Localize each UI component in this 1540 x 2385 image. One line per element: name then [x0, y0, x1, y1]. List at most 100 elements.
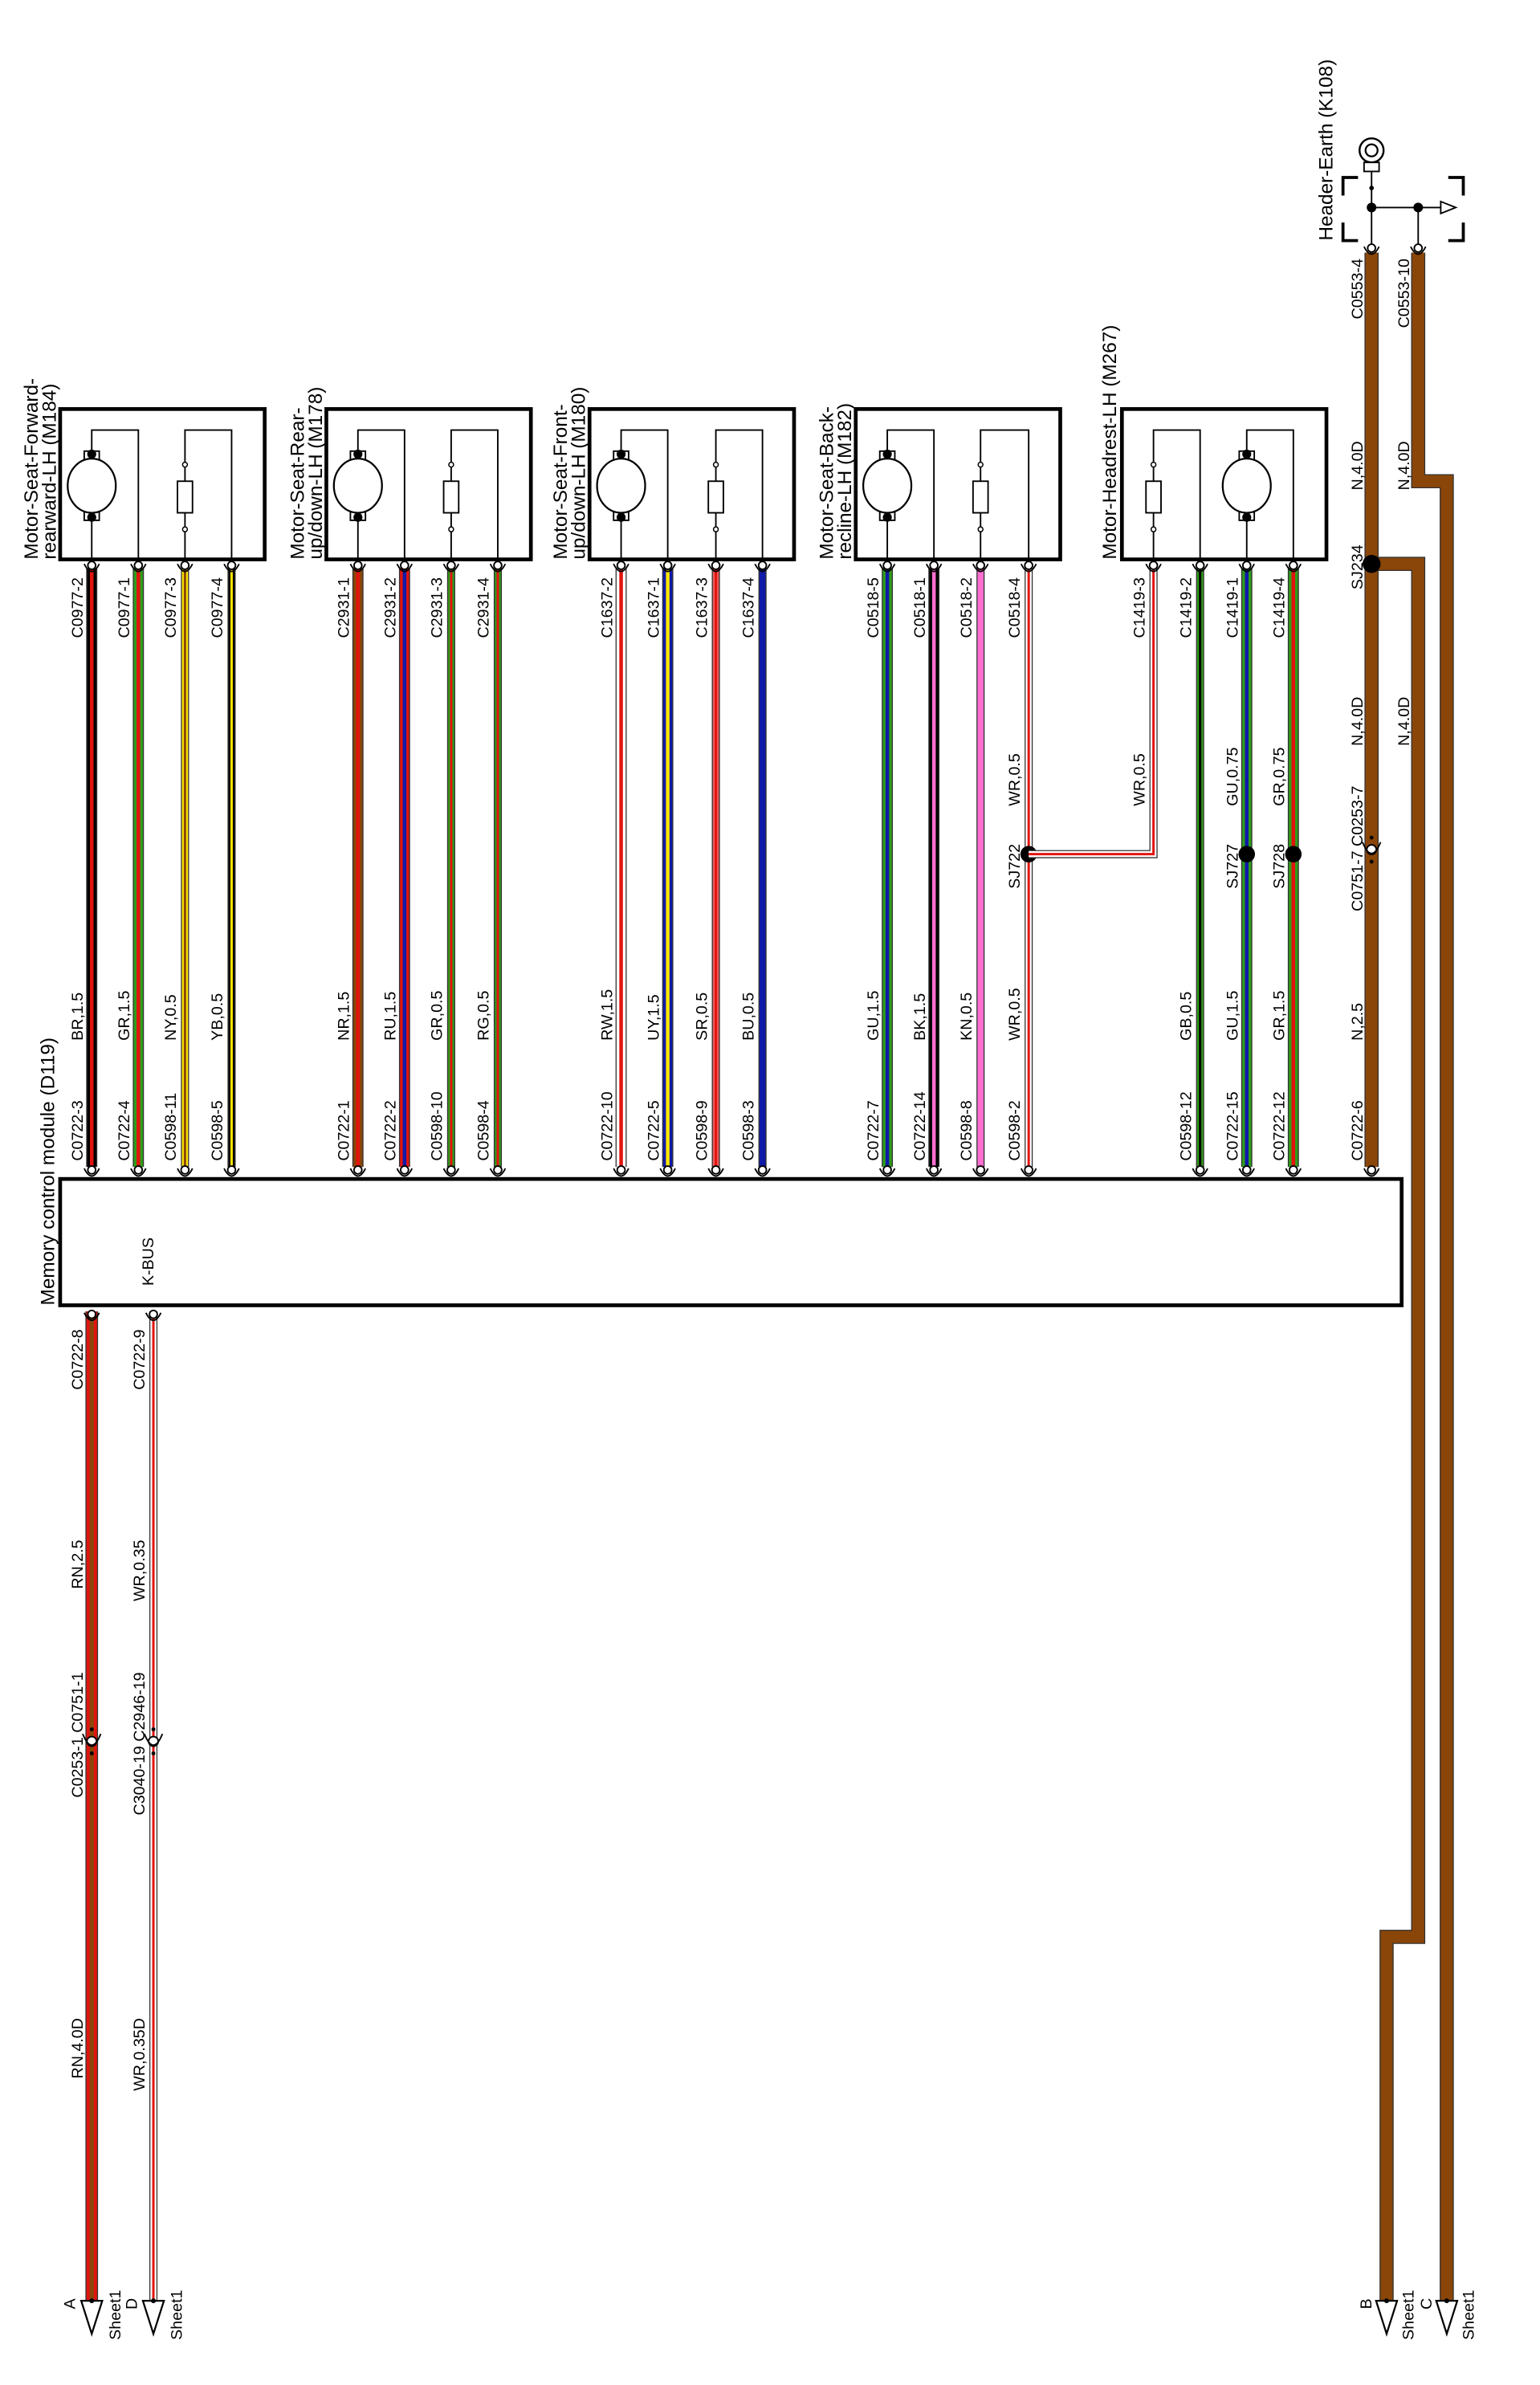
- module-pin-connector-icon: [442, 1165, 460, 1177]
- earth-pin-connector-icon: [1410, 243, 1427, 255]
- motor-pin-connector-icon: [925, 561, 943, 573]
- component-title: up/down-LH (M180): [568, 387, 590, 560]
- earth-pin-label: C0553-4: [1349, 259, 1367, 319]
- wire-spec-label: YB,0.5: [209, 993, 226, 1041]
- resistor-icon: [707, 429, 764, 560]
- wire-spec-label: RU,1.5: [382, 992, 400, 1041]
- memory-control-module-box[interactable]: [58, 1176, 1404, 1307]
- wire-earth-c0553-10[interactable]: [1411, 252, 1454, 2301]
- motor-pin-label: C1637-4: [739, 577, 757, 638]
- motor-pin-connector-icon: [1192, 561, 1208, 573]
- wire-spec-label: N,4.0D: [1349, 697, 1367, 746]
- wire-spec-label: N,4.0D: [1395, 697, 1413, 746]
- module-pin-label: C0598-8: [958, 1100, 976, 1160]
- motor-pin-connector-icon: [659, 561, 676, 573]
- inline-connector-icon: [82, 1727, 102, 1755]
- wire-spec-label: WR,0.35: [131, 1540, 149, 1602]
- ground-header-icon: [1341, 137, 1465, 244]
- module-pin-label: C0722-14: [911, 1091, 929, 1160]
- component-box[interactable]: [58, 407, 267, 561]
- motor-icon: [67, 429, 140, 560]
- motor-pin-connector-icon: [1238, 561, 1255, 573]
- splice-dot-SJ234: [1362, 555, 1381, 573]
- wire-spec-label: GR,1.5: [116, 991, 133, 1041]
- motor-icon: [596, 429, 669, 560]
- wire-C1419-3[interactable]: [1029, 568, 1158, 858]
- motor-pin-label: C1419-2: [1177, 577, 1195, 638]
- wire-spec-label: WR,0.5: [1131, 753, 1148, 806]
- wire-spec-label: GR,0.5: [429, 991, 446, 1041]
- sheet-ref-arrow-D[interactable]: [141, 2300, 165, 2338]
- motor-pin-connector-icon: [349, 561, 366, 573]
- motor-pin-label: C0518-1: [911, 577, 929, 638]
- inline-connector-icon: [1362, 835, 1382, 864]
- sheet-ref-letter: D: [123, 2298, 141, 2310]
- module-pin-label: C0722-2: [382, 1100, 400, 1160]
- motor-pin-label: C0977-1: [116, 577, 133, 638]
- sheet-ref-arrow-B[interactable]: [1375, 2300, 1399, 2338]
- motor-pin-connector-icon: [442, 561, 460, 573]
- component-box[interactable]: [854, 407, 1062, 561]
- sheet-ref-arrow-C[interactable]: [1435, 2300, 1459, 2338]
- module-pin-connector-icon: [84, 1309, 100, 1322]
- motor-component: Motor-Seat-Rear-up/down-LH (M178): [287, 387, 533, 561]
- module-pin-connector-icon: [1020, 1165, 1037, 1177]
- motor-component: Motor-Headrest-LH (M267): [1099, 325, 1329, 561]
- module-pin-label: C0598-10: [429, 1091, 446, 1160]
- module-pin-label: C0722-7: [865, 1100, 882, 1160]
- motor-component: Motor-Seat-Back-recline-LH (M182): [817, 403, 1062, 561]
- sheet-ref-arrow-A[interactable]: [79, 2300, 104, 2338]
- wire-spec-label: NR,1.5: [336, 992, 353, 1041]
- module-pin-label: C0598-11: [162, 1093, 180, 1161]
- motor-pin-label: C2931-1: [336, 577, 353, 638]
- resistor-icon: [177, 429, 233, 560]
- inline-connector-label: C0751-7 C0253-7: [1349, 786, 1367, 911]
- inline-connector-label: C3040-19 C2946-19: [131, 1672, 149, 1815]
- resistor-icon: [442, 429, 499, 560]
- module-title: Memory control module (D119): [37, 1038, 59, 1305]
- module-pin-label: C0598-5: [209, 1100, 226, 1160]
- motor-pin-connector-icon: [1285, 561, 1302, 573]
- wire-spec-label: WR,0.5: [1006, 988, 1024, 1041]
- module-pin-label: C0722-9: [131, 1329, 149, 1389]
- module-pin-label: C0598-2: [1006, 1100, 1024, 1160]
- motor-pin-label: C1637-3: [693, 577, 711, 638]
- wire-spec-label: RN,4.0D: [69, 2018, 87, 2078]
- motor-pin-connector-icon: [177, 561, 194, 573]
- component-title: up/down-LH (M178): [305, 387, 327, 560]
- component-title: recline-LH (M182): [834, 403, 856, 560]
- wire-earth-branch-sj234[interactable]: [1371, 556, 1426, 2301]
- wire-spec-label: NY,0.5: [162, 994, 180, 1041]
- motor-pin-label: C0977-2: [69, 577, 87, 638]
- motor-pin-label: C1419-3: [1131, 577, 1148, 638]
- module-pin-connector-icon: [223, 1165, 240, 1177]
- sheet-ref-letter: B: [1358, 2298, 1375, 2309]
- wire-spec-label: UY,1.5: [645, 994, 662, 1041]
- component-box[interactable]: [324, 407, 533, 561]
- splice-label: SJ728: [1271, 844, 1289, 889]
- motor-pin-label: C1637-2: [598, 577, 616, 638]
- motor-pin-connector-icon: [1145, 561, 1162, 573]
- motor-pin-connector-icon: [223, 561, 240, 573]
- motor-component: Motor-Seat-Forward-rearward-LH (M184): [21, 378, 267, 561]
- motor-component: Motor-Seat-Front-up/down-LH (M180): [550, 387, 796, 561]
- module-pin-label: C0722-12: [1271, 1091, 1289, 1160]
- wire-spec-label: KN,0.5: [958, 993, 976, 1041]
- sheet-ref-label: Sheet1: [1400, 2290, 1418, 2340]
- component-box[interactable]: [587, 407, 796, 561]
- motor-pin-connector-icon: [489, 561, 507, 573]
- module-pin-connector-icon: [130, 1165, 147, 1177]
- motor-pin-label: C2931-4: [475, 577, 493, 638]
- splice-label: SJ722: [1006, 844, 1024, 889]
- motor-pin-connector-icon: [613, 561, 629, 573]
- wire-spec-label: BK,1.5: [911, 993, 929, 1041]
- module-pin-label: C0722-1: [336, 1100, 353, 1160]
- wire-spec-label: N,4.0D: [1349, 441, 1367, 490]
- sheet-ref-label: Sheet1: [169, 2290, 186, 2340]
- motor-pin-connector-icon: [1020, 561, 1037, 573]
- module-pin-label: C0722-8: [69, 1329, 87, 1389]
- wire-spec-label: N,4.0D: [1395, 441, 1413, 490]
- component-box[interactable]: [1119, 407, 1329, 561]
- motor-pin-label: C0518-5: [865, 577, 882, 638]
- component-title: Motor-Seat-Forward-: [21, 378, 43, 560]
